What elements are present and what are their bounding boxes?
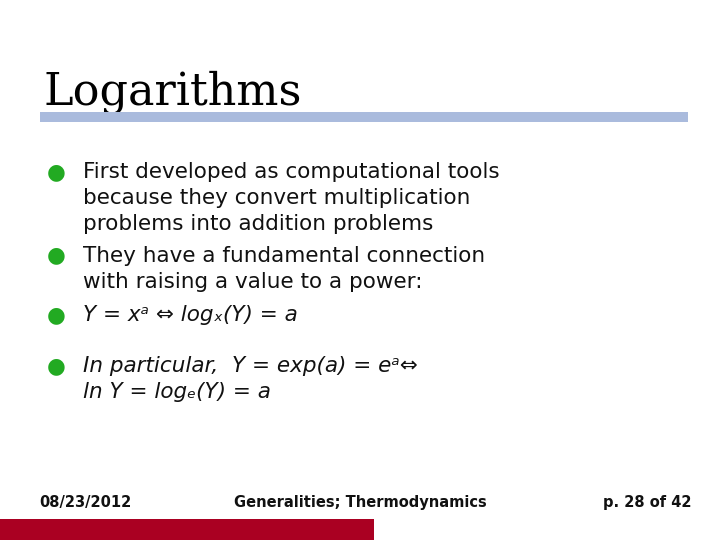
Text: because they convert multiplication: because they convert multiplication	[83, 188, 470, 208]
Text: In particular,  Y = exp(a) = eᵃ⇔: In particular, Y = exp(a) = eᵃ⇔	[83, 356, 418, 376]
Text: Y = xᵃ ⇔ logₓ(Y) = a: Y = xᵃ ⇔ logₓ(Y) = a	[83, 305, 297, 325]
Bar	[40, 112, 688, 122]
Text: 08/23/2012: 08/23/2012	[40, 495, 132, 510]
Bar	[0, 519, 374, 540]
Text: ●: ●	[47, 162, 66, 182]
Text: They have a fundamental connection: They have a fundamental connection	[83, 246, 485, 266]
Text: p. 28 of 42: p. 28 of 42	[603, 495, 691, 510]
Text: ln Y = logₑ(Y) = a: ln Y = logₑ(Y) = a	[83, 382, 271, 402]
Text: Logarithms: Logarithms	[43, 70, 302, 114]
Text: problems into addition problems: problems into addition problems	[83, 214, 433, 234]
Text: ●: ●	[47, 246, 66, 266]
Text: First developed as computational tools: First developed as computational tools	[83, 162, 500, 182]
Text: Generalities; Thermodynamics: Generalities; Thermodynamics	[233, 495, 487, 510]
Text: ●: ●	[47, 305, 66, 325]
Text: ●: ●	[47, 356, 66, 376]
Text: with raising a value to a power:: with raising a value to a power:	[83, 272, 423, 292]
